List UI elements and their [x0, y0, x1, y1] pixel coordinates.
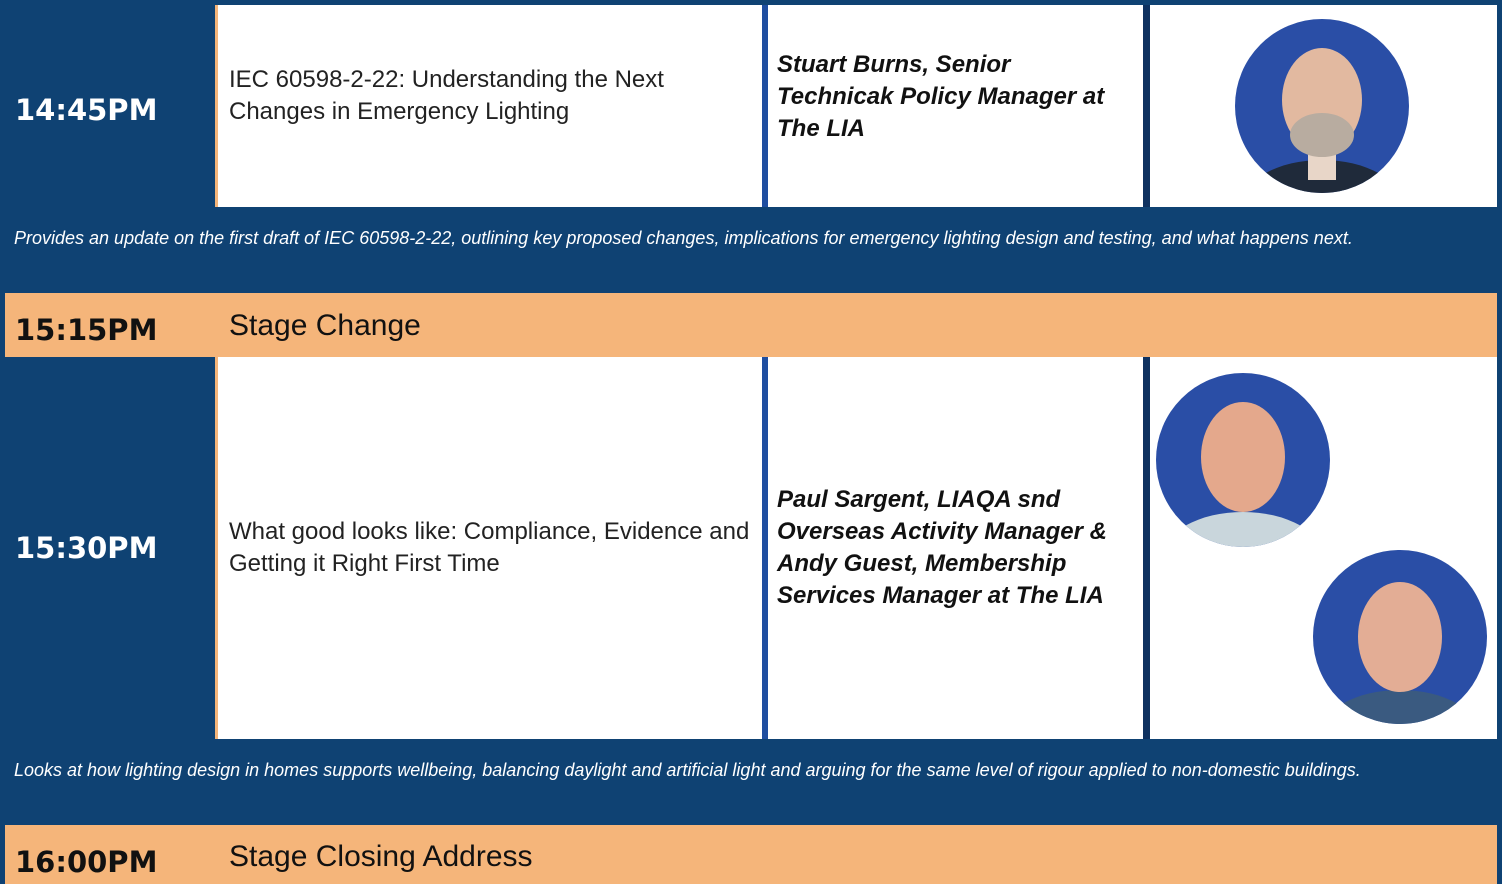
session-time: 14:45PM [5, 5, 215, 207]
session-time: 15:30PM [5, 357, 215, 739]
speaker-photos [1156, 373, 1487, 724]
session-speakers: Stuart Burns, Senior Technicak Policy Ma… [762, 5, 1143, 207]
session-title: What good looks like: Compliance, Eviden… [215, 357, 762, 739]
session-time: 15:15PM [15, 313, 158, 347]
title-text: IEC 60598-2-22: Understanding the Next C… [229, 66, 664, 125]
speaker-text: Stuart Burns, Senior Technicak Policy Ma… [777, 51, 1105, 142]
speaker-photo [1235, 19, 1409, 193]
photo-cell [1143, 5, 1497, 207]
session-title: Stage Change [229, 309, 421, 342]
top-border [0, 0, 1502, 5]
session-title: IEC 60598-2-22: Understanding the Next C… [215, 5, 762, 207]
stage-row: 16:00PM Stage Closing Address [5, 825, 1497, 884]
photo-cell [1143, 357, 1497, 739]
session-time: 16:00PM [15, 845, 158, 879]
session-title: Stage Closing Address [229, 840, 533, 873]
session-speakers: Paul Sargent, LIAQA snd Overseas Activit… [762, 357, 1143, 739]
session-description: Provides an update on the first draft of… [0, 207, 1502, 293]
speaker-text: Paul Sargent, LIAQA snd Overseas Activit… [777, 486, 1107, 609]
session-description: Looks at how lighting design in homes su… [0, 739, 1502, 825]
title-text: What good looks like: Compliance, Eviden… [229, 518, 750, 577]
stage-row: 15:15PM Stage Change [5, 293, 1497, 357]
